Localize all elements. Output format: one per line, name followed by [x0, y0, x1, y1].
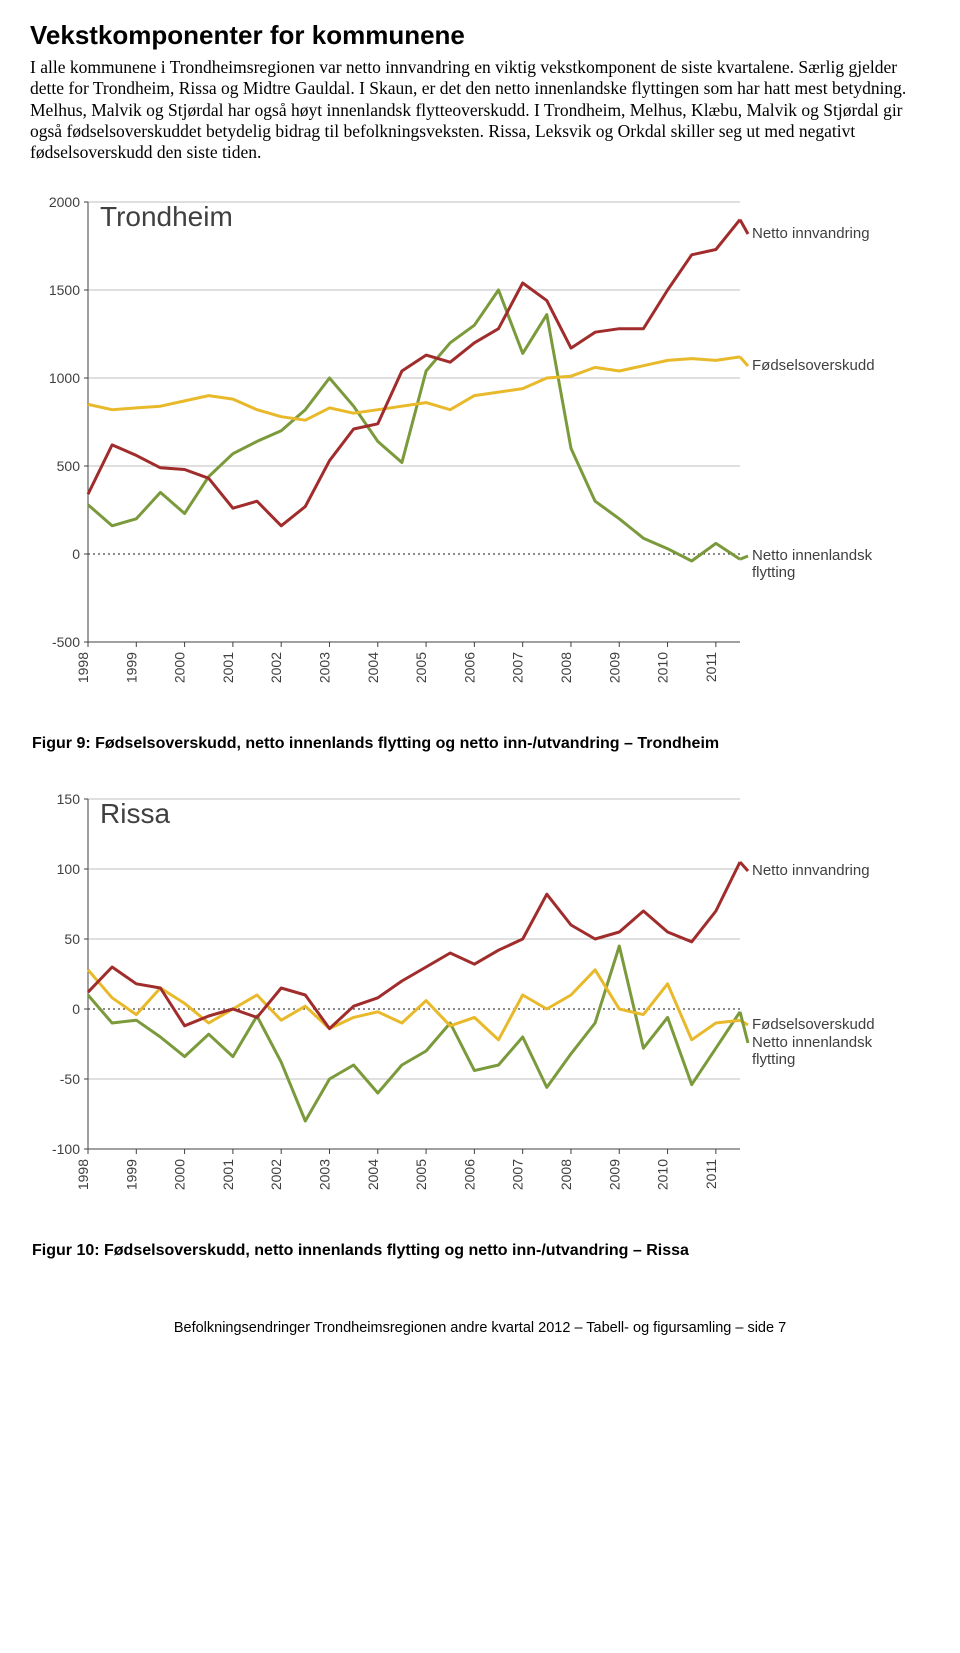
- svg-text:Netto innenlandsk: Netto innenlandsk: [752, 1034, 873, 1051]
- intro-paragraph: I alle kommunene i Trondheimsregionen va…: [30, 57, 930, 164]
- svg-text:2003: 2003: [316, 1159, 332, 1190]
- svg-text:2000: 2000: [172, 652, 188, 683]
- svg-text:1500: 1500: [49, 282, 80, 298]
- svg-text:2005: 2005: [413, 1159, 429, 1190]
- svg-text:2007: 2007: [510, 1159, 526, 1190]
- svg-text:Netto innenlandsk: Netto innenlandsk: [752, 547, 873, 564]
- chart-trondheim: -500 0 500 1000 1500 2000 1998 1999 2000 2001 2002…: [30, 182, 930, 707]
- svg-text:2011: 2011: [703, 652, 719, 682]
- svg-text:500: 500: [57, 458, 81, 474]
- svg-text:1000: 1000: [49, 370, 80, 386]
- svg-text:150: 150: [57, 791, 81, 807]
- svg-text:Fødselsoverskudd: Fødselsoverskudd: [752, 1016, 875, 1033]
- svg-text:-50: -50: [60, 1071, 80, 1087]
- page-heading: Vekstkomponenter for kommunene: [30, 20, 930, 51]
- svg-text:2000: 2000: [49, 194, 80, 210]
- svg-text:2004: 2004: [365, 1159, 381, 1190]
- svg-text:1999: 1999: [123, 1159, 139, 1190]
- svg-text:2009: 2009: [606, 652, 622, 683]
- page-footer: Befolkningsendringer Trondheimsregionen …: [30, 1320, 930, 1336]
- svg-text:0: 0: [72, 1001, 80, 1017]
- svg-text:2006: 2006: [461, 652, 477, 683]
- svg-text:100: 100: [57, 861, 81, 877]
- svg-text:2002: 2002: [268, 1159, 284, 1190]
- svg-text:2000: 2000: [172, 1159, 188, 1190]
- svg-text:2001: 2001: [220, 652, 236, 683]
- svg-text:-500: -500: [52, 634, 80, 650]
- figure-9-caption: Figur 9: Fødselsoverskudd, netto innenla…: [32, 735, 930, 753]
- svg-text:2003: 2003: [316, 652, 332, 683]
- svg-text:2010: 2010: [655, 652, 671, 683]
- svg-text:1999: 1999: [123, 652, 139, 683]
- svg-text:2001: 2001: [220, 1159, 236, 1190]
- svg-text:1998: 1998: [75, 652, 91, 683]
- svg-text:2002: 2002: [268, 652, 284, 683]
- svg-text:2008: 2008: [558, 652, 574, 683]
- svg-text:2007: 2007: [510, 652, 526, 683]
- svg-text:50: 50: [64, 931, 80, 947]
- svg-text:flytting: flytting: [752, 564, 795, 581]
- svg-text:Netto innvandring: Netto innvandring: [752, 225, 870, 242]
- svg-text:Fødselsoverskudd: Fødselsoverskudd: [752, 357, 875, 374]
- svg-text:1998: 1998: [75, 1159, 91, 1190]
- svg-text:Trondheim: Trondheim: [100, 201, 233, 232]
- svg-text:Netto innvandring: Netto innvandring: [752, 862, 870, 879]
- svg-text:2009: 2009: [606, 1159, 622, 1190]
- svg-text:2008: 2008: [558, 1159, 574, 1190]
- svg-text:-100: -100: [52, 1141, 80, 1157]
- chart-rissa: -100 -50 0 50 100 150 1998 1999 2000 2001 2002 2003…: [30, 779, 930, 1214]
- svg-text:2005: 2005: [413, 652, 429, 683]
- svg-text:2010: 2010: [655, 1159, 671, 1190]
- svg-text:2004: 2004: [365, 652, 381, 683]
- svg-text:2011: 2011: [703, 1159, 719, 1189]
- svg-text:flytting: flytting: [752, 1051, 795, 1068]
- svg-text:0: 0: [72, 546, 80, 562]
- svg-text:Rissa: Rissa: [100, 798, 170, 829]
- figure-10-caption: Figur 10: Fødselsoverskudd, netto innenl…: [32, 1242, 930, 1260]
- svg-text:2006: 2006: [461, 1159, 477, 1190]
